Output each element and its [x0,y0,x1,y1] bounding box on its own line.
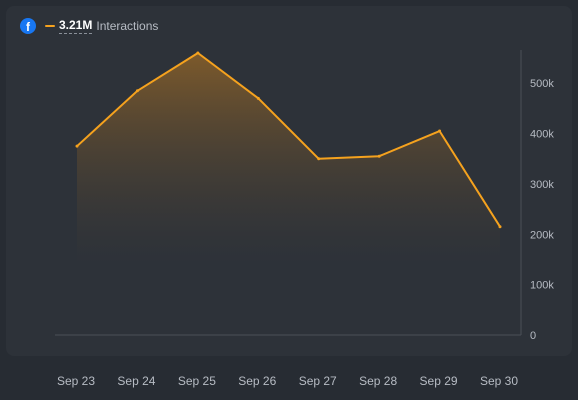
facebook-icon: f [20,18,36,34]
y-tick-label: 0 [530,330,536,342]
x-axis-ticks: Sep 23 Sep 24 Sep 25 Sep 26 Sep 27 Sep 28 Sep … [57,374,518,388]
data-point[interactable] [438,129,442,133]
chart-header: f 3.21M Interactions [20,17,158,35]
data-point[interactable] [75,144,79,148]
x-tick-label: Sep 28 [359,374,397,388]
data-point[interactable] [498,225,502,229]
x-tick-label: Sep 29 [420,374,458,388]
x-tick-label: Sep 30 [480,374,518,388]
x-tick-label: Sep 26 [238,374,276,388]
data-point[interactable] [256,96,260,100]
y-tick-label: 100k [530,280,554,292]
x-tick-label: Sep 25 [178,374,216,388]
x-tick-label: Sep 27 [299,374,337,388]
data-point[interactable] [196,51,200,55]
data-point[interactable] [135,89,139,93]
series-points [75,51,502,229]
series-line [76,52,501,228]
y-tick-label: 300k [530,179,554,191]
y-tick-label: 500k [530,78,554,90]
y-axis-ticks: 0 100k 200k 300k 400k 500k [530,78,554,342]
data-point[interactable] [377,154,381,158]
total-interactions-value[interactable]: 3.21M [59,18,93,34]
y-tick-label: 200k [530,229,554,241]
x-tick-label: Sep 24 [117,374,155,388]
y-tick-label: 400k [530,129,554,141]
x-tick-label: Sep 23 [57,374,95,388]
series-area [77,53,500,300]
legend-line-swatch [45,25,55,27]
data-point[interactable] [317,157,321,161]
metric-label: Interactions [96,18,159,33]
